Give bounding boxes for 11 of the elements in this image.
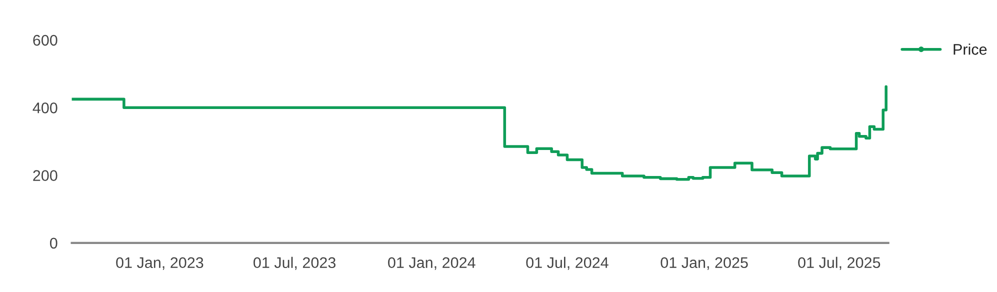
x-tick-label: 01 Jul, 2024 xyxy=(526,256,608,270)
y-tick-label: 600 xyxy=(33,34,58,46)
legend-label: Price xyxy=(954,44,987,55)
y-tick-label: 0 xyxy=(50,238,58,249)
y-tick-label: 400 xyxy=(32,102,58,114)
x-tick-label: 01 Jul, 2023 xyxy=(254,256,336,270)
x-tick-label: 01 Jul, 2025 xyxy=(798,256,880,270)
x-tick-label: 01 Jan, 2025 xyxy=(660,257,748,270)
x-tick-label: 01 Jan, 2023 xyxy=(116,257,204,270)
x-tick-label: 01 Jan, 2024 xyxy=(388,257,476,270)
y-tick-label: 200 xyxy=(33,170,58,181)
